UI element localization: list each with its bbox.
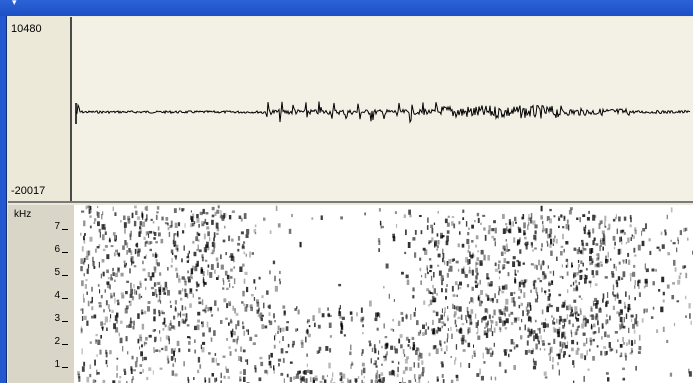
window-top-border: ▾ (0, 0, 693, 16)
frequency-tick-mark-5 (62, 275, 68, 276)
waveform-path (75, 101, 691, 124)
waveform-trace (75, 101, 691, 124)
spectrogram-image (77, 205, 693, 383)
waveform-amplitude-axis: 10480 -20017 (8, 17, 72, 201)
frequency-tick-mark-1 (62, 367, 68, 368)
frequency-tick-2: 2 (54, 336, 60, 347)
frequency-tick-1: 1 (54, 359, 60, 370)
spectrogram-plot[interactable] (74, 205, 693, 383)
frequency-tick-7: 7 (54, 221, 60, 232)
window-left-border (0, 16, 7, 383)
frequency-tick-mark-7 (62, 229, 68, 230)
spectrogram-energy (77, 205, 693, 383)
amplitude-min-label: -20017 (11, 185, 46, 197)
frequency-tick-mark-2 (62, 344, 68, 345)
spectrogram-panel[interactable]: kHz 7 6 5 4 3 2 1 (8, 205, 693, 383)
frequency-tick-mark-4 (62, 298, 68, 299)
frequency-tick-mark-6 (62, 252, 68, 253)
frequency-tick-5: 5 (54, 267, 60, 278)
frequency-tick-6: 6 (54, 244, 60, 255)
frequency-unit-label: kHz (14, 209, 32, 220)
frequency-tick-4: 4 (54, 290, 60, 301)
waveform-panel[interactable]: 10480 -20017 (8, 17, 693, 203)
chevron-down-icon[interactable]: ▾ (12, 0, 17, 8)
waveform-plot[interactable] (72, 17, 693, 201)
amplitude-max-label: 10480 (11, 23, 42, 35)
frequency-tick-3: 3 (54, 313, 60, 324)
frequency-tick-mark-3 (62, 321, 68, 322)
spectrogram-frequency-axis: kHz 7 6 5 4 3 2 1 (8, 205, 74, 383)
